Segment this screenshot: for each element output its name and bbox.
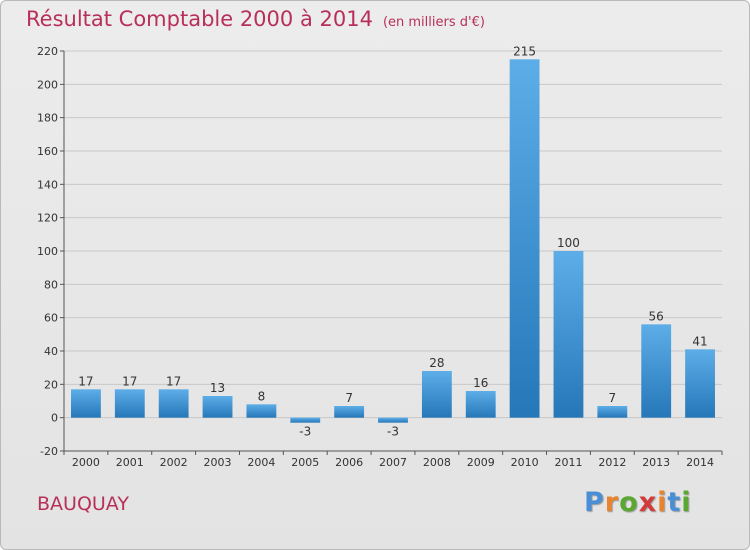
data-label: 41	[692, 334, 707, 348]
bar	[71, 389, 101, 418]
x-tick-label: 2006	[335, 456, 363, 469]
y-tick-label: 80	[44, 278, 58, 291]
bar	[553, 251, 584, 418]
y-tick-label: 40	[44, 345, 58, 358]
y-tick-label: 200	[37, 78, 58, 91]
bar	[290, 417, 321, 423]
x-tick-label: 2012	[598, 456, 626, 469]
data-label: 7	[345, 391, 353, 405]
x-tick-label: 2007	[379, 456, 407, 469]
data-label: 17	[78, 374, 93, 388]
data-label: 28	[429, 356, 444, 370]
y-tick-label: 160	[37, 145, 58, 158]
data-label: 100	[557, 236, 580, 250]
x-tick-label: 2013	[642, 456, 670, 469]
x-tick-label: 2003	[204, 456, 232, 469]
bar	[465, 391, 496, 418]
y-tick-label: 220	[37, 45, 58, 58]
bar	[509, 59, 540, 418]
bar	[334, 406, 365, 418]
x-tick-label: 2011	[554, 456, 582, 469]
x-tick-label: 2014	[686, 456, 714, 469]
y-tick-label: 60	[44, 312, 58, 325]
y-tick-label: 20	[44, 378, 58, 391]
data-label: -3	[387, 425, 399, 439]
bar	[158, 389, 189, 418]
x-tick-label: 2010	[511, 456, 539, 469]
chart-title: Résultat Comptable 2000 à 2014 (en millie…	[26, 7, 485, 31]
y-tick-label: 0	[51, 412, 58, 425]
x-tick-label: 2002	[160, 456, 188, 469]
logo-letter: o	[619, 487, 639, 518]
y-tick-label: 180	[37, 112, 58, 125]
data-label: 17	[122, 374, 137, 388]
bar	[685, 349, 715, 418]
chart-unit: (en milliers d'€)	[382, 15, 485, 30]
proxiti-logo: Proxiti	[584, 487, 692, 518]
y-tick-label: -20	[40, 445, 58, 458]
data-label: 215	[513, 44, 536, 58]
data-label: -3	[299, 425, 311, 439]
bar	[246, 404, 277, 418]
logo-letter: t	[667, 487, 682, 518]
bar	[378, 417, 408, 423]
chart-title-text: Résultat Comptable 2000 à 2014	[26, 7, 373, 31]
logo-letter: x	[638, 487, 658, 518]
y-tick-label: 120	[37, 212, 58, 225]
data-label: 8	[258, 389, 266, 403]
data-label: 56	[649, 309, 664, 323]
data-label: 13	[210, 381, 225, 395]
logo-letter: i	[681, 487, 692, 518]
x-tick-label: 2000	[72, 456, 100, 469]
x-tick-label: 2001	[116, 456, 144, 469]
logo-letter: P	[584, 487, 605, 518]
y-tick-label: 100	[37, 245, 58, 258]
logo-letter: r	[604, 487, 620, 518]
bar	[114, 389, 145, 418]
data-label: 16	[473, 376, 488, 390]
data-label: 17	[166, 374, 181, 388]
bar	[421, 371, 452, 418]
bar	[641, 324, 672, 418]
x-tick-label: 2009	[467, 456, 495, 469]
x-tick-label: 2005	[291, 456, 319, 469]
x-tick-label: 2008	[423, 456, 451, 469]
data-label: 7	[609, 391, 617, 405]
x-tick-label: 2004	[247, 456, 275, 469]
commune-name: BAUQUAY	[37, 493, 129, 515]
bar	[202, 396, 233, 418]
bar	[597, 406, 628, 418]
logo-letter: i	[657, 487, 668, 518]
y-tick-label: 140	[37, 178, 58, 191]
